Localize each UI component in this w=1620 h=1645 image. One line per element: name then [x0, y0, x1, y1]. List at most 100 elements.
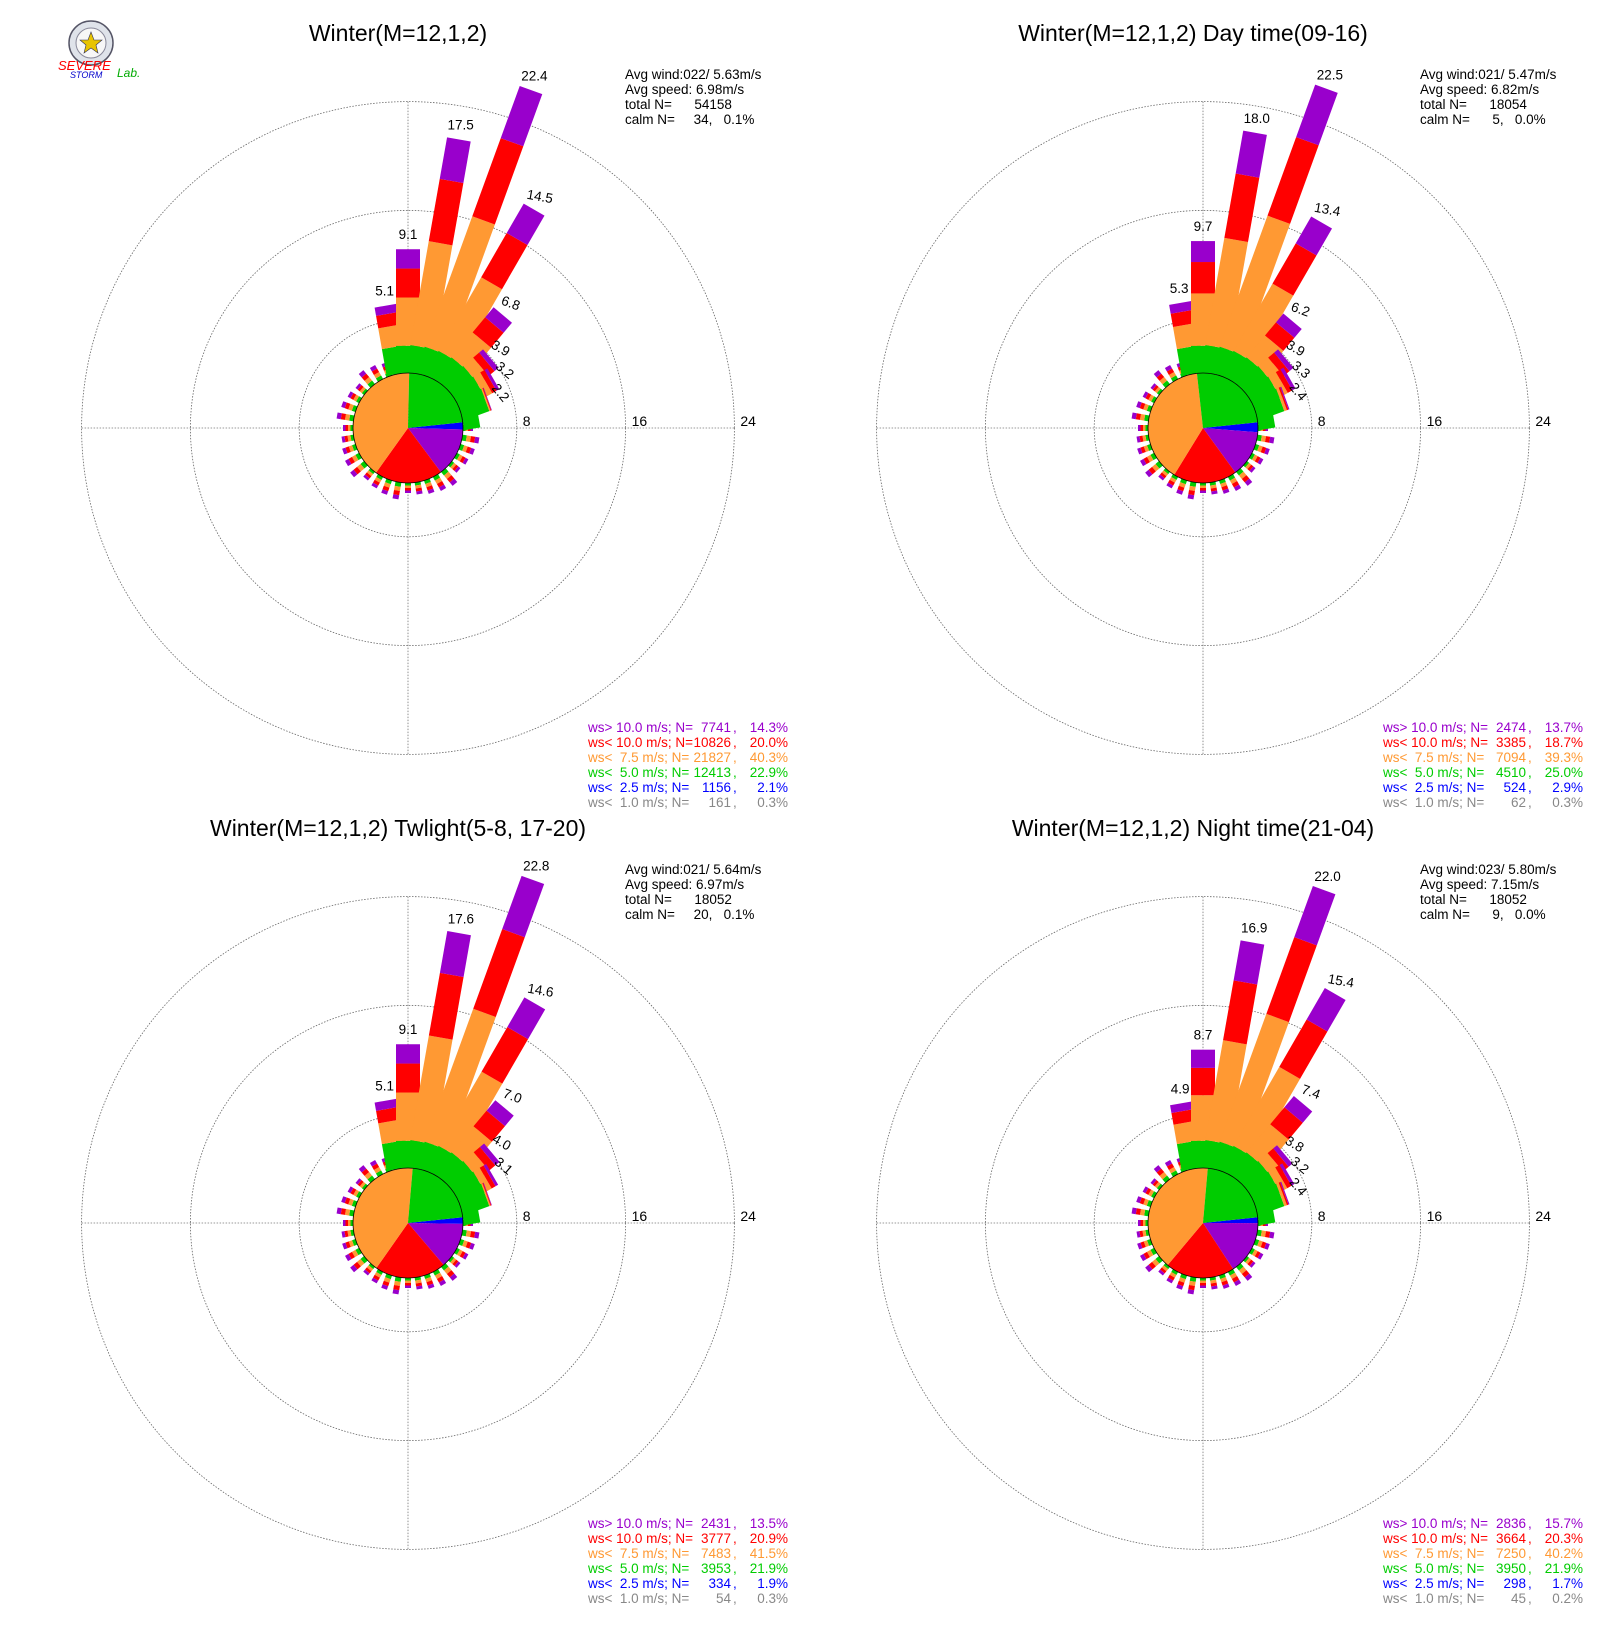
- minor-bar-160-2: [426, 1280, 434, 1286]
- minor-bar-310-3: [355, 1178, 362, 1185]
- bar-2-segment-2: [472, 138, 524, 225]
- legend-percent: 0.3%: [757, 1591, 788, 1606]
- minor-bar-160-1: [1220, 1276, 1228, 1283]
- legend-percent: 2.1%: [757, 780, 788, 795]
- minor-bar-240-3: [345, 458, 352, 467]
- bar-5-segment-2: [473, 352, 495, 377]
- legend-percent: 25.0%: [1545, 765, 1583, 780]
- bar-1-segment-3: [1235, 130, 1267, 178]
- bar-3-segment-2: [481, 233, 528, 290]
- minor-bar-280-0: [349, 1209, 355, 1217]
- minor-bar-110-0: [458, 1238, 465, 1246]
- stat-avg_speed: Avg speed: 6.98m/s: [625, 82, 744, 97]
- minor-bar-150-3: [438, 484, 447, 491]
- bar-label-3: 15.4: [1327, 971, 1356, 990]
- bar-2-segment-2: [473, 928, 525, 1017]
- bar-0-segment-3: [1191, 241, 1215, 263]
- minor-bar-310-3: [1150, 383, 1157, 390]
- minor-bar-330-2: [1166, 368, 1175, 375]
- legend-label: ws< 7.5 m/s; N=: [587, 750, 689, 765]
- minor-bar-130-2: [1247, 464, 1254, 471]
- bar-6-segment-2: [480, 369, 497, 394]
- minor-bar-250-1: [1143, 1240, 1150, 1248]
- minor-bar-280-1: [1139, 1209, 1146, 1216]
- minor-bar-100-2: [470, 1231, 476, 1238]
- minor-bar-210-3: [1166, 1277, 1174, 1284]
- minor-bar-210-2: [373, 479, 380, 486]
- minor-bar-190-2: [393, 490, 400, 496]
- minor-bar-230-1: [1152, 463, 1160, 472]
- bar-4-segment-1: [451, 1126, 492, 1168]
- legend-comma: ,: [733, 1591, 737, 1606]
- bar-0-segment-2: [1191, 1067, 1215, 1096]
- minor-bar-150-1: [434, 1272, 443, 1280]
- ring-label-1: 16: [1427, 413, 1443, 429]
- minor-bar-240-2: [1143, 456, 1150, 465]
- minor-bar-270-0: [350, 1220, 353, 1226]
- minor-bar-120-0: [454, 1247, 460, 1255]
- ring-label-0: 8: [1318, 413, 1326, 429]
- minor-bar-160-3: [1222, 1283, 1230, 1289]
- minor-bar-130-0: [448, 461, 455, 468]
- minor-bar-140-3: [1244, 478, 1253, 486]
- minor-bar-210-1: [1169, 1271, 1177, 1278]
- minor-bar-120-2: [1254, 456, 1261, 463]
- legend-percent: 40.3%: [750, 750, 788, 765]
- minor-bar-220-1: [1161, 1265, 1169, 1272]
- legend-label: ws< 10.0 m/s; N=: [587, 735, 693, 750]
- minor-bar-130-1: [450, 1257, 457, 1265]
- legend-count: 7483: [701, 1546, 731, 1561]
- minor-bar-100-0: [1256, 1229, 1262, 1237]
- bar-1-segment-1: [410, 241, 453, 350]
- bar-0-segment-2: [396, 1063, 420, 1093]
- minor-bar-110-0: [458, 443, 465, 451]
- minor-bar-160-1: [1220, 481, 1228, 488]
- minor-bar-300-1: [1148, 394, 1155, 402]
- minor-bar-140-3: [449, 1273, 458, 1281]
- bar-3-segment-2: [481, 1027, 529, 1084]
- bar-6-segment-2: [1275, 1164, 1292, 1189]
- bar-nnw-segment-3: [374, 1098, 400, 1111]
- minor-bar-200-2: [382, 485, 390, 492]
- bar-3-segment-2: [1272, 243, 1317, 296]
- minor-bar-190-3: [1187, 1289, 1195, 1295]
- bar-0-segment-2: [396, 268, 420, 298]
- minor-bar-290-1: [1143, 403, 1149, 411]
- legend-count: 7741: [701, 720, 731, 735]
- minor-bar-270-2: [1140, 425, 1143, 431]
- minor-bar-110-1: [1257, 1240, 1263, 1248]
- bar-1-segment-2: [1224, 173, 1260, 242]
- minor-bar-320-0: [1162, 1175, 1170, 1183]
- bar-7-segment-1: [481, 1183, 491, 1207]
- minor-bar-150-3: [1233, 1279, 1242, 1286]
- legend-count: 12413: [693, 765, 731, 780]
- pie-slice-1: [408, 1223, 463, 1265]
- minor-bar-290-3: [1136, 401, 1142, 409]
- minor-bar-250-1: [1143, 445, 1150, 453]
- bar-nnw-segment-2: [1170, 309, 1197, 328]
- bar-label-nnw: 4.9: [1171, 1081, 1190, 1096]
- minor-bar-330-2: [371, 368, 380, 375]
- minor-bar-330-0: [1170, 1170, 1179, 1177]
- minor-bar-270-2: [345, 425, 348, 431]
- bar-6-segment-2: [1275, 369, 1293, 393]
- pie-slice-0: [408, 422, 463, 430]
- legend-label: ws< 7.5 m/s; N=: [1382, 1546, 1484, 1561]
- legend-entry-0: ws> 10.0 m/s; N= 2836 15.7%,: [1382, 1516, 1583, 1531]
- legend-percent: 39.3%: [1545, 750, 1583, 765]
- pie-slice-2: [1174, 428, 1236, 484]
- minor-bar-300-2: [1145, 393, 1152, 400]
- minor-bar-120-2: [459, 456, 466, 463]
- minor-bar-100-0: [461, 434, 467, 442]
- legend-count: 7094: [1496, 750, 1527, 765]
- legend-percent: 0.3%: [1552, 795, 1583, 810]
- minor-bar-150-0: [432, 474, 441, 481]
- minor-bar-330-0: [375, 1170, 384, 1177]
- minor-bar-230-2: [353, 466, 361, 475]
- minor-bar-330-1: [373, 371, 382, 379]
- minor-bar-130-1: [1245, 1257, 1252, 1265]
- ring-label-1: 16: [632, 1208, 648, 1224]
- legend-label: ws< 5.0 m/s; N=: [587, 765, 689, 780]
- pie-outline: [1147, 1167, 1259, 1279]
